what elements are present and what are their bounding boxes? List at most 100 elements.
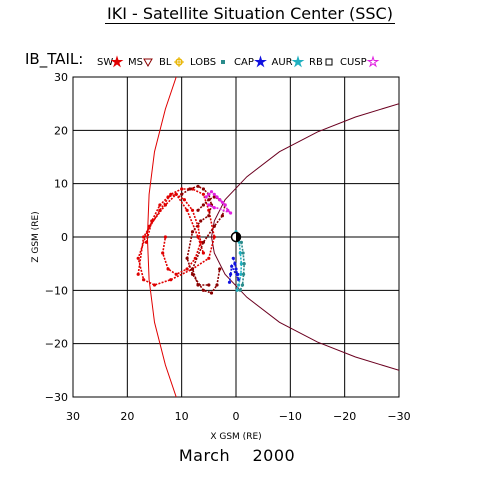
series-aur-point-6-5 xyxy=(239,272,243,276)
series-sw-point-1-12 xyxy=(166,267,170,271)
series-cusp-point-4-8 xyxy=(226,208,230,212)
series-cap-point-5-1 xyxy=(233,262,237,266)
legend-label-cusp: CUSP xyxy=(340,57,367,68)
series-lobs-point-7-2 xyxy=(242,262,246,266)
legend-marker-ms xyxy=(143,58,153,68)
series-ms-point-2-3 xyxy=(201,187,205,191)
series-sw-point-0-2 xyxy=(158,208,162,212)
series-lobs-point-7-1 xyxy=(241,251,245,255)
date-label: March 2000 xyxy=(0,446,474,465)
series-cap-point-5-7 xyxy=(227,280,232,284)
y-tick-label-0: 30 xyxy=(54,71,68,84)
series-ms-point-2-13 xyxy=(215,283,219,287)
series-cusp-point-4-5 xyxy=(218,198,222,202)
series-sw-point-0-3 xyxy=(169,192,173,196)
series-sw-point-0-18 xyxy=(185,208,189,212)
series-ms-point-3-0 xyxy=(196,208,200,212)
series-cusp-point-4-11 xyxy=(212,206,216,210)
series-sw-point-1-0 xyxy=(144,240,148,244)
legend-marker-lobs xyxy=(221,60,225,64)
x-tick-label-6: −30 xyxy=(387,410,410,423)
series-cap-path-5 xyxy=(228,258,240,283)
series-sw-point-1-5 xyxy=(182,198,186,202)
legend-marker-rb xyxy=(325,58,333,66)
series-cusp-point-4-0 xyxy=(204,195,208,199)
series-sw-point-1-2 xyxy=(158,203,162,207)
earth-shade xyxy=(236,232,241,242)
bow-shock-curve xyxy=(146,77,177,397)
series-ms-point-2-9 xyxy=(185,256,189,260)
series-sw-point-1-14 xyxy=(163,235,167,239)
series-sw-point-0-0 xyxy=(136,272,140,276)
series-lobs-point-7-5 xyxy=(238,288,242,292)
series-sw-point-0-16 xyxy=(163,203,167,207)
series-sw-point-0-1 xyxy=(142,235,146,239)
series-ms-point-2-6 xyxy=(207,214,211,218)
legend-marker-bl-rays xyxy=(174,57,184,67)
legend-marker-cusp xyxy=(366,55,380,68)
series-cusp-point-4-9 xyxy=(229,211,233,215)
series-ms-point-2-12 xyxy=(209,291,214,295)
series-lobs-point-7-3 xyxy=(242,272,246,276)
series-aur-point-6-3 xyxy=(238,251,242,255)
series-sw-point-0-19 xyxy=(196,235,200,239)
series-lobs-path-7 xyxy=(239,242,246,291)
series-ms-point-2-10 xyxy=(190,272,195,276)
series-ms-point-3-10 xyxy=(196,283,200,287)
series-cap-point-5-5 xyxy=(230,264,234,268)
series-cap-point-5-6 xyxy=(229,272,233,276)
series-cusp-point-4-4 xyxy=(215,195,219,199)
date-month: March xyxy=(178,446,231,465)
x-tick-label-1: 20 xyxy=(120,410,134,423)
series-ms-point-3-11 xyxy=(207,283,211,287)
series-ms-point-3-2 xyxy=(207,198,211,202)
y-tick-label-5: −20 xyxy=(45,338,68,351)
series-sw-point-0-13 xyxy=(142,278,146,282)
date-year: 2000 xyxy=(252,446,296,465)
series-cusp-point-4-2 xyxy=(209,190,214,194)
x-tick-label-4: −10 xyxy=(279,410,302,423)
series-aur-path-6 xyxy=(235,231,243,291)
y-axis-label: Z GSM (RE) xyxy=(31,211,41,262)
series-sw-point-1-13 xyxy=(161,251,165,255)
legend-label-bl: BL xyxy=(159,57,172,68)
series-cusp-point-4-10 xyxy=(207,203,211,207)
series-cap-point-5-0 xyxy=(231,256,235,260)
y-tick-label-2: 10 xyxy=(54,178,68,191)
series-ms-point-3-8 xyxy=(201,240,205,244)
magnetopause-curve xyxy=(210,103,399,371)
x-tick-label-2: 10 xyxy=(175,410,189,423)
series-lobs-point-7-0 xyxy=(239,240,243,244)
legend-label-aur: AUR xyxy=(272,57,293,68)
series-sw-point-1-8 xyxy=(199,240,203,244)
series-ms-point-3-7 xyxy=(212,224,216,228)
series-lobs-point-7-4 xyxy=(240,283,245,287)
series-aur-point-6-6 xyxy=(237,283,241,287)
legend-label-sw: SW xyxy=(97,57,113,68)
legend-marker-sw xyxy=(110,55,124,68)
series-ms-point-2-7 xyxy=(199,219,203,223)
series-sw-point-1-3 xyxy=(166,195,170,199)
series-sw-point-0-11 xyxy=(169,278,173,282)
series-cusp-point-4-1 xyxy=(207,192,211,196)
legend-marker-cap xyxy=(254,55,267,68)
series-sw-point-1-6 xyxy=(190,208,195,212)
series-cap-point-5-3 xyxy=(236,272,240,276)
y-tick-label-3: 0 xyxy=(61,231,68,244)
y-tick-label-4: −10 xyxy=(45,284,68,297)
series-ms-point-2-1 xyxy=(188,187,192,191)
series-ms-point-3-9 xyxy=(190,267,195,271)
legend-label-lobs: LOBS xyxy=(190,57,216,68)
legend-label-rb: RB xyxy=(309,57,323,68)
series-ms-point-3-1 xyxy=(201,203,205,207)
legend-label-ms: MS xyxy=(128,57,143,68)
series-sw-point-0-9 xyxy=(207,256,211,260)
legend-prefix: IB_TAIL: xyxy=(25,50,84,68)
series-aur-point-6-4 xyxy=(239,262,243,266)
series-sw-point-1-11 xyxy=(174,272,178,276)
series-cap-point-5-2 xyxy=(234,267,238,271)
x-tick-label-5: −20 xyxy=(333,410,356,423)
series-sw-point-0-20 xyxy=(201,251,205,255)
series-sw-point-0-8 xyxy=(212,235,216,239)
